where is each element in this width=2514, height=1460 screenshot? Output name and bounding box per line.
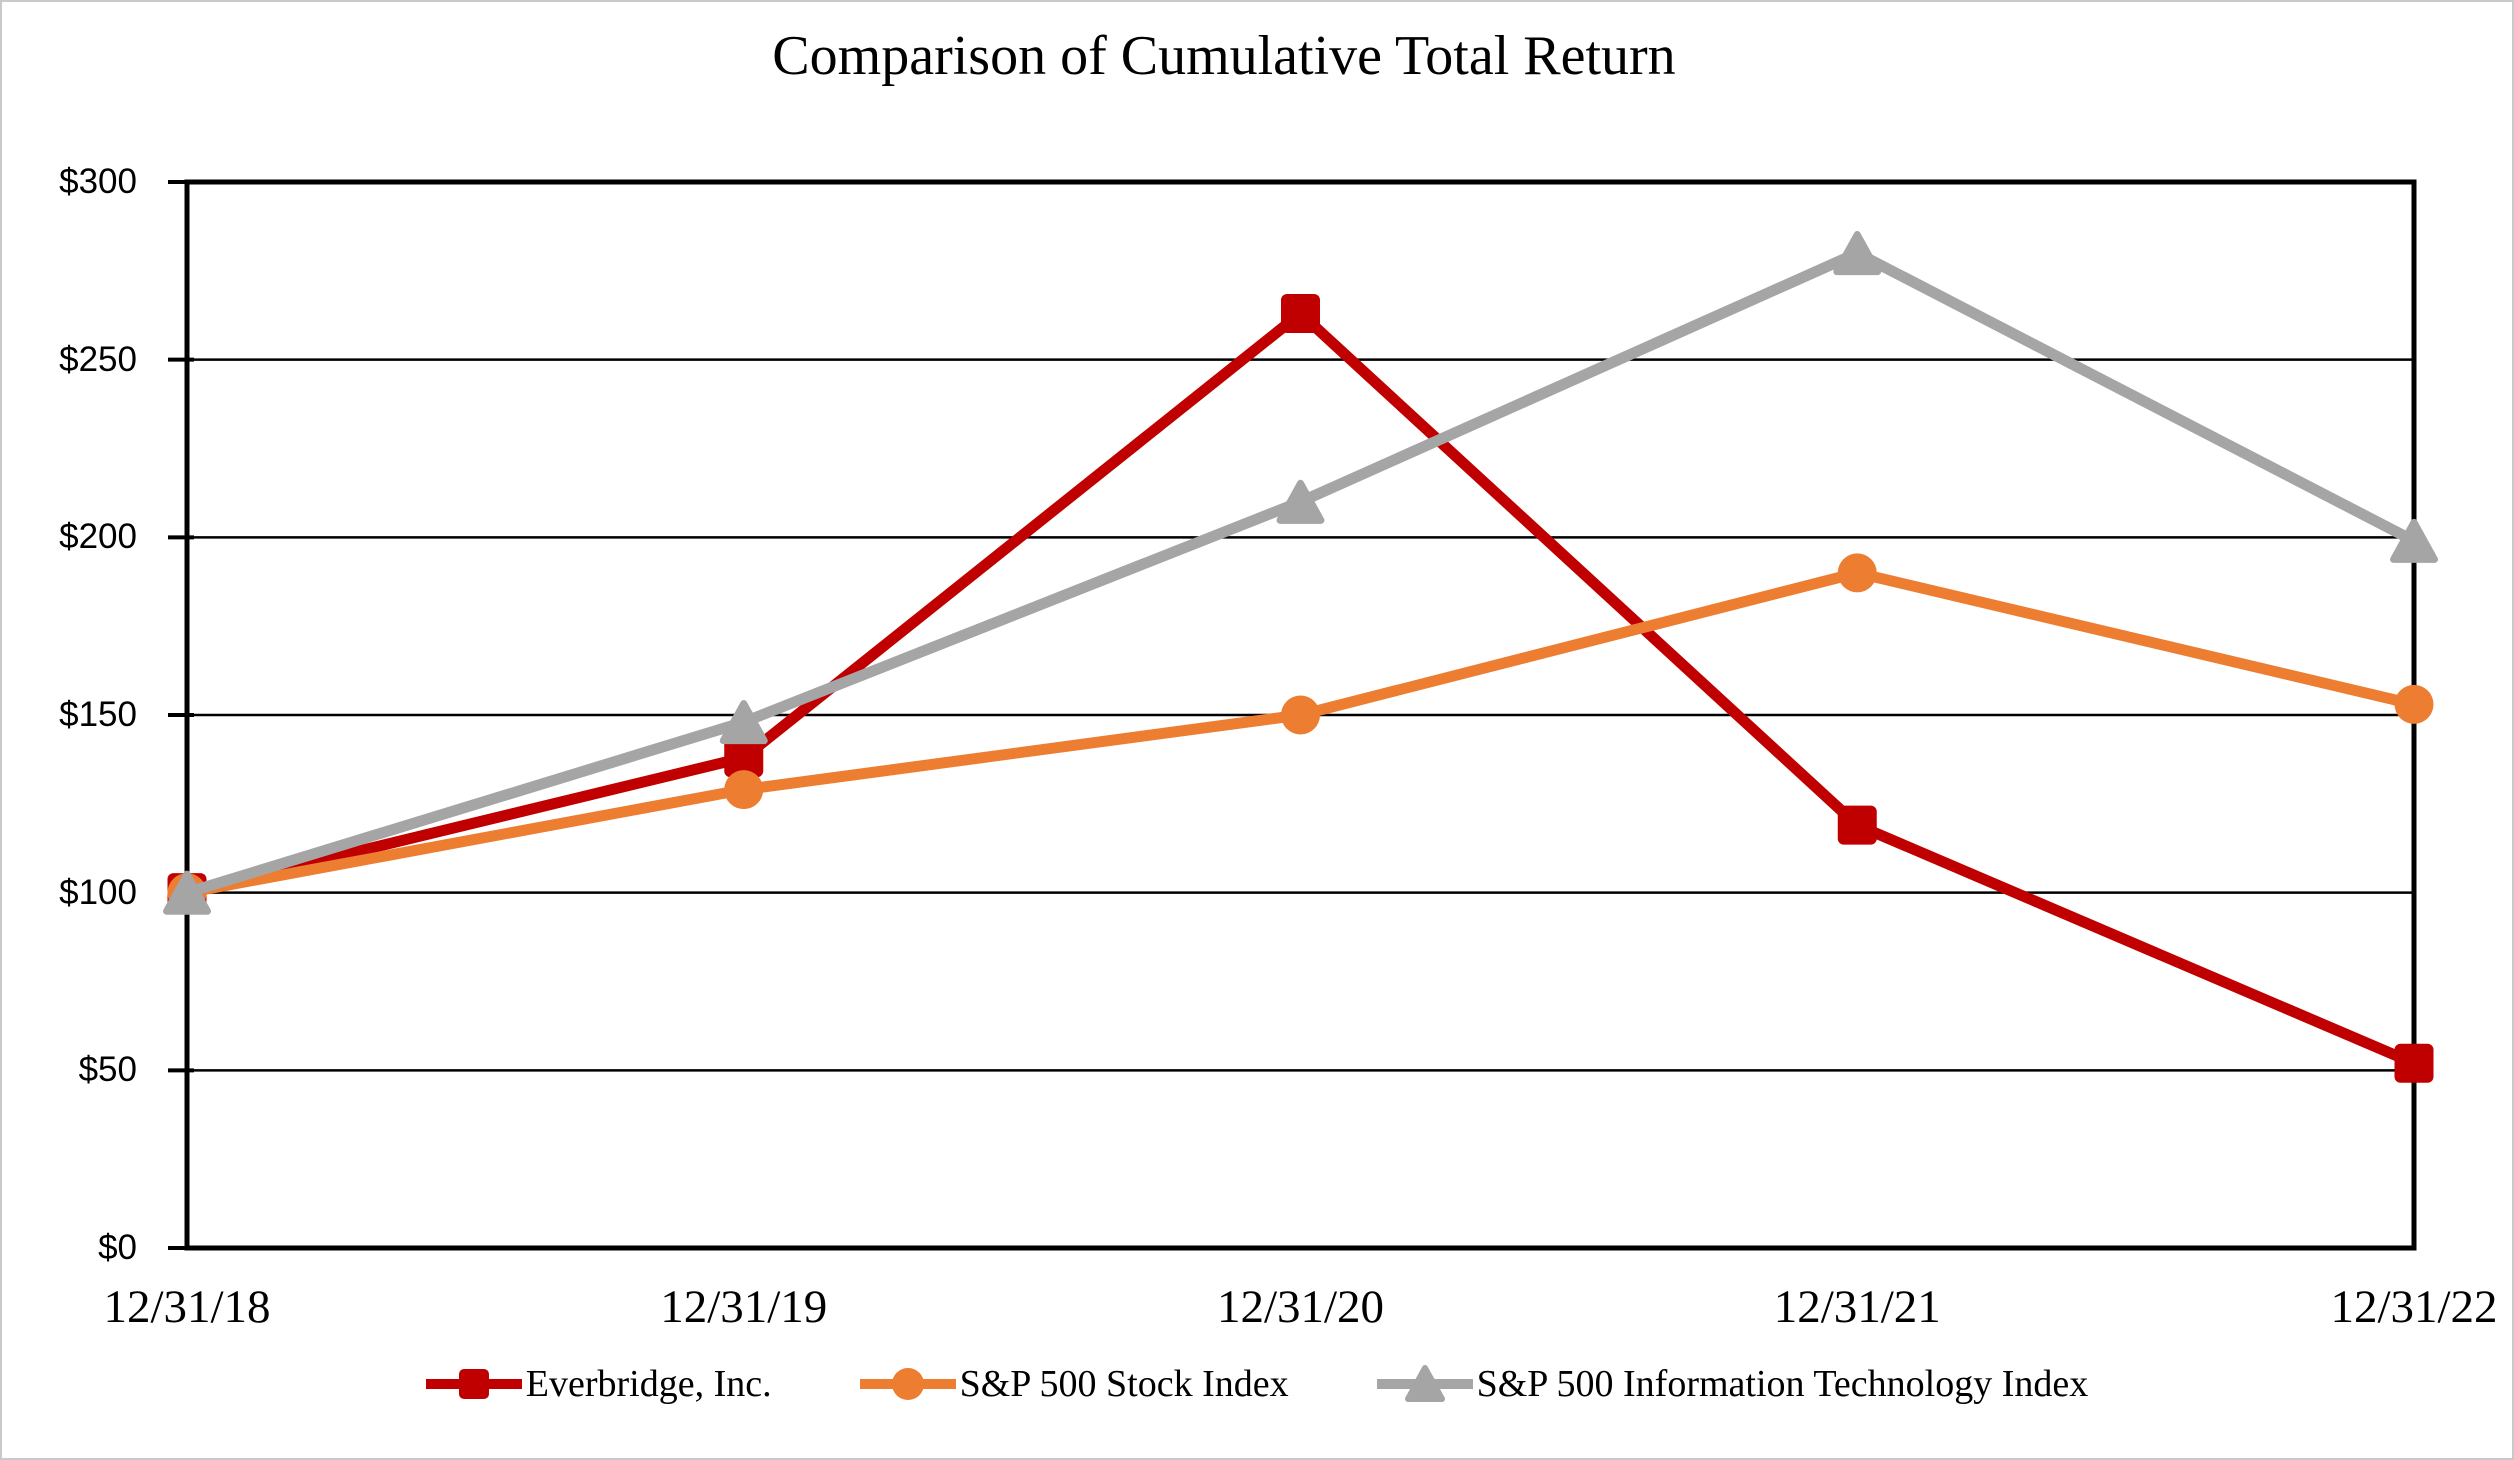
series-line-s-p-500-information-technology-index [185,247,2417,898]
x-axis-label: 12/31/22 [2330,1281,2498,1333]
legend-item-everbridge-inc: Everbridge, Inc. [425,1360,772,1408]
legend-marker-triangle-icon [1376,1365,1473,1402]
x-axis-label: 12/31/21 [1773,1281,1941,1333]
y-axis-label: $0 [98,1228,137,1267]
legend: Everbridge, Inc. S&P 500 Stock Index S&P 5… [2,1360,2512,1408]
x-axis-label: 12/31/20 [1216,1281,1385,1333]
x-axis-label: 12/31/19 [660,1281,828,1333]
marker-s-p-500-stock-index [1281,695,1320,735]
marker-s-p-500-information-technology-index [2390,518,2438,563]
chart-title: Comparison of Cumulative Total Return [772,25,1676,87]
marker-s-p-500-information-technology-index [1276,479,1325,524]
x-axis-label: 12/31/18 [103,1281,271,1333]
y-axis-label: $100 [59,872,137,912]
legend-item-s-p-500-stock-index: S&P 500 Stock Index [859,1360,1289,1408]
marker-everbridge-inc [724,738,764,778]
legend-label: S&P 500 Stock Index [959,1363,1289,1405]
legend-item-s-p-500-information-technology-index: S&P 500 Information Technology Index [1376,1360,2089,1408]
marker-s-p-500-information-technology-index [163,870,211,915]
marker-everbridge-inc [1837,805,1877,845]
y-axis-label: $150 [59,695,137,734]
marker-everbridge-inc [2394,1043,2434,1083]
y-axis-label: $300 [59,162,137,201]
marker-s-p-500-stock-index [1837,553,1877,593]
marker-everbridge-inc [1281,293,1320,333]
marker-s-p-500-stock-index [2394,684,2434,724]
y-axis-label: $250 [59,339,137,379]
marker-s-p-500-information-technology-index [719,700,768,745]
legend-marker-square-icon [425,1369,522,1399]
marker-s-p-500-information-technology-index [1833,231,1882,276]
y-axis-label: $200 [59,517,137,557]
marker-s-p-500-stock-index [724,770,764,810]
y-axis-label: $50 [78,1050,137,1090]
legend-label: Everbridge, Inc. [525,1363,772,1405]
legend-marker-circle-icon [859,1368,956,1400]
legend-label: S&P 500 Information Technology Index [1476,1363,2089,1405]
series-line-everbridge-inc [185,307,2417,1069]
